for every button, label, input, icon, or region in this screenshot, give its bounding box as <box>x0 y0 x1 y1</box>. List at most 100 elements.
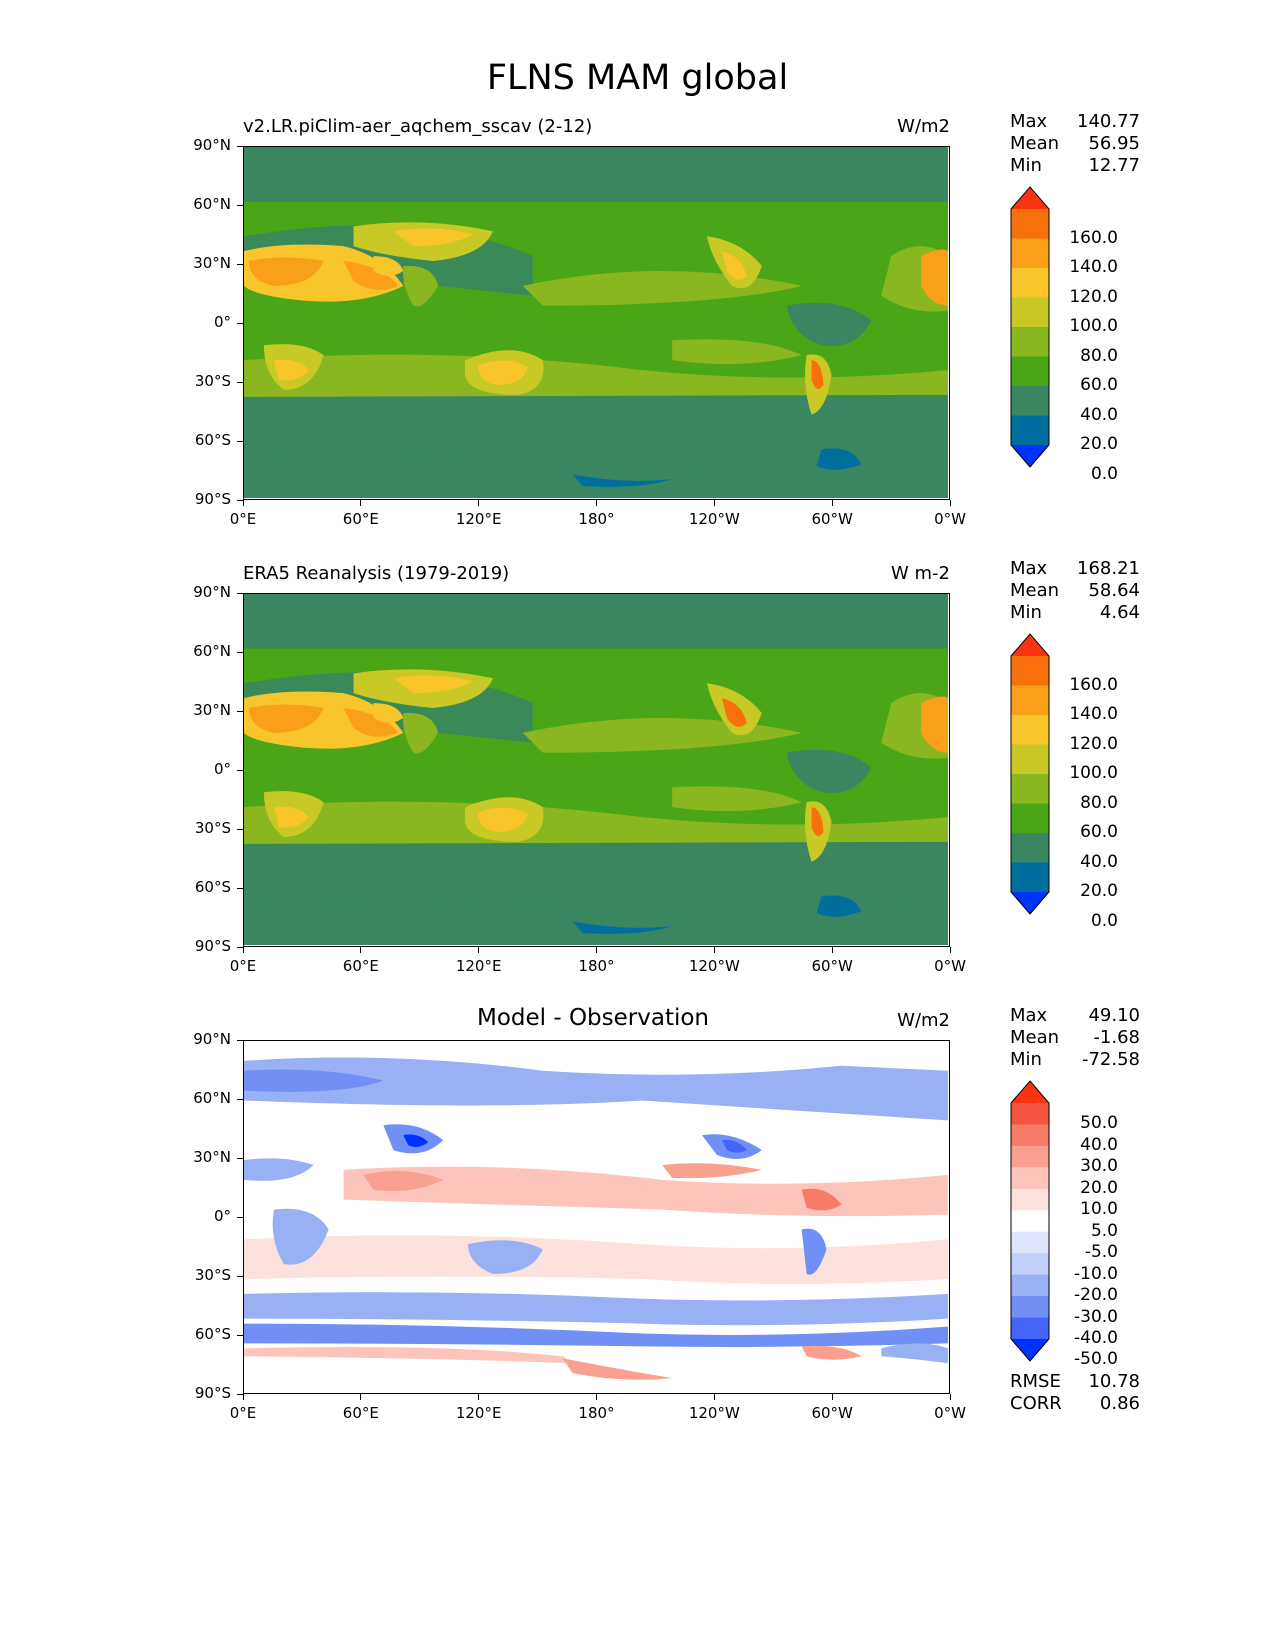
panel-stats: Max 49.10 Mean -1.68 Min -72.58 <box>1010 1005 1140 1071</box>
x-tick-mark <box>478 1394 480 1400</box>
y-tick-label: 60°S <box>194 431 231 449</box>
colorbar-label: 60.0 <box>1080 822 1118 842</box>
y-tick-mark <box>237 1157 243 1159</box>
y-tick-mark <box>237 887 243 889</box>
colorbar-label: 5.0 <box>1090 1220 1118 1241</box>
y-tick-label: 30°S <box>194 819 231 837</box>
y-tick-mark <box>237 322 243 324</box>
colorbar-label: 80.0 <box>1080 345 1118 366</box>
x-tick-mark <box>360 947 362 953</box>
panel-metrics: RMSE 10.78 CORR 0.86 <box>1010 1371 1140 1415</box>
y-tick-mark <box>237 769 243 771</box>
x-tick-label: 60°E <box>342 1404 379 1422</box>
x-tick-label: 120°E <box>455 957 502 975</box>
stat-value: 168.21 <box>1077 558 1140 579</box>
y-tick-mark <box>237 263 243 265</box>
stat-label: Min <box>1010 1049 1042 1070</box>
figure-title: FLNS MAM global <box>486 58 789 98</box>
x-tick-mark <box>360 500 362 506</box>
y-tick-mark <box>237 710 243 712</box>
difference-map <box>243 1040 950 1394</box>
y-tick-label: 0° <box>213 313 231 331</box>
stat-value: 12.77 <box>1088 155 1140 176</box>
colorbar-label: 40.0 <box>1080 1134 1118 1155</box>
colorbar-label: -20.0 <box>1074 1285 1118 1306</box>
x-tick-mark <box>831 500 833 506</box>
panel-units: W/m2 <box>897 116 950 137</box>
colorbar-label: 160.0 <box>1069 674 1118 695</box>
colorbar-label: 140.0 <box>1069 704 1118 724</box>
y-tick-label: 90°S <box>194 937 231 955</box>
panel-title: v2.LR.piClim-aer_aqchem_sscav (2-12) <box>243 116 593 137</box>
y-tick-mark <box>237 145 243 147</box>
stat-label: Max <box>1010 111 1048 132</box>
x-tick-mark <box>478 947 480 953</box>
stat-label: Min <box>1010 602 1042 623</box>
colorbar-label: 40.0 <box>1080 851 1118 872</box>
x-tick-mark <box>713 1394 715 1400</box>
stat-label: Mean <box>1010 580 1060 601</box>
panel-stats: Max 168.21 Mean 58.64 Min 4.64 <box>1010 558 1140 624</box>
colorbar <box>1010 633 1050 915</box>
panel-units: W/m2 <box>897 1010 950 1031</box>
y-tick-label: 90°S <box>194 1384 231 1402</box>
colorbar-label: -5.0 <box>1084 1242 1118 1263</box>
x-tick-mark <box>713 947 715 953</box>
y-tick-label: 30°S <box>194 372 231 390</box>
colorbar-label: 60.0 <box>1080 375 1118 395</box>
stat-label: Mean <box>1010 133 1060 154</box>
y-tick-label: 30°N <box>193 701 231 719</box>
colorbar-label: 80.0 <box>1080 792 1118 813</box>
y-tick-label: 90°S <box>194 490 231 508</box>
colorbar <box>1010 1080 1050 1362</box>
y-tick-mark <box>237 651 243 653</box>
y-tick-mark <box>237 499 243 501</box>
colorbar-label: 100.0 <box>1069 763 1118 783</box>
y-tick-mark <box>237 204 243 206</box>
stat-value: 140.77 <box>1077 111 1140 132</box>
y-tick-label: 90°N <box>193 136 231 154</box>
panel-title: Model - Observation <box>476 1005 710 1031</box>
stat-label: Min <box>1010 155 1042 176</box>
y-tick-mark <box>237 1098 243 1100</box>
y-tick-label: 30°N <box>193 254 231 272</box>
x-tick-label: 60°E <box>342 510 379 528</box>
colorbar-label: 100.0 <box>1069 316 1118 336</box>
x-tick-label: 180° <box>578 1404 615 1422</box>
colorbar-label: 10.0 <box>1080 1199 1118 1220</box>
x-tick-mark <box>949 500 951 506</box>
y-tick-mark <box>237 1039 243 1041</box>
y-tick-label: 30°N <box>193 1148 231 1166</box>
stat-label: Mean <box>1010 1027 1060 1048</box>
x-tick-label: 180° <box>578 510 615 528</box>
x-tick-mark <box>360 1394 362 1400</box>
x-tick-mark <box>596 947 597 953</box>
y-tick-label: 60°N <box>193 1089 231 1107</box>
x-tick-mark <box>478 500 480 506</box>
y-tick-label: 60°N <box>193 642 231 660</box>
x-tick-label: 60°W <box>811 510 853 528</box>
stat-value: -72.58 <box>1081 1049 1140 1070</box>
x-tick-mark <box>242 947 244 953</box>
colorbar-label: 50.0 <box>1080 1113 1118 1134</box>
x-tick-label: 120°W <box>688 1404 740 1422</box>
colorbar-label: 120.0 <box>1069 286 1118 307</box>
x-tick-mark <box>596 500 597 506</box>
x-tick-mark <box>242 500 244 506</box>
y-tick-mark <box>237 381 243 383</box>
stat-label: Max <box>1010 1005 1048 1026</box>
y-tick-mark <box>237 946 243 948</box>
x-tick-label: 0°W <box>934 957 966 975</box>
stat-value: -1.68 <box>1093 1027 1140 1048</box>
x-tick-label: 0°W <box>934 510 966 528</box>
metric-value: 0.86 <box>1099 1393 1140 1414</box>
x-tick-mark <box>831 1394 833 1400</box>
x-tick-mark <box>713 500 715 506</box>
x-tick-label: 0°E <box>229 510 257 528</box>
y-tick-label: 0° <box>213 1207 231 1225</box>
x-tick-mark <box>949 947 951 953</box>
panel-units: W m-2 <box>890 563 950 584</box>
y-tick-label: 0° <box>213 760 231 778</box>
y-tick-label: 60°S <box>194 1325 231 1343</box>
y-tick-label: 30°S <box>194 1266 231 1284</box>
